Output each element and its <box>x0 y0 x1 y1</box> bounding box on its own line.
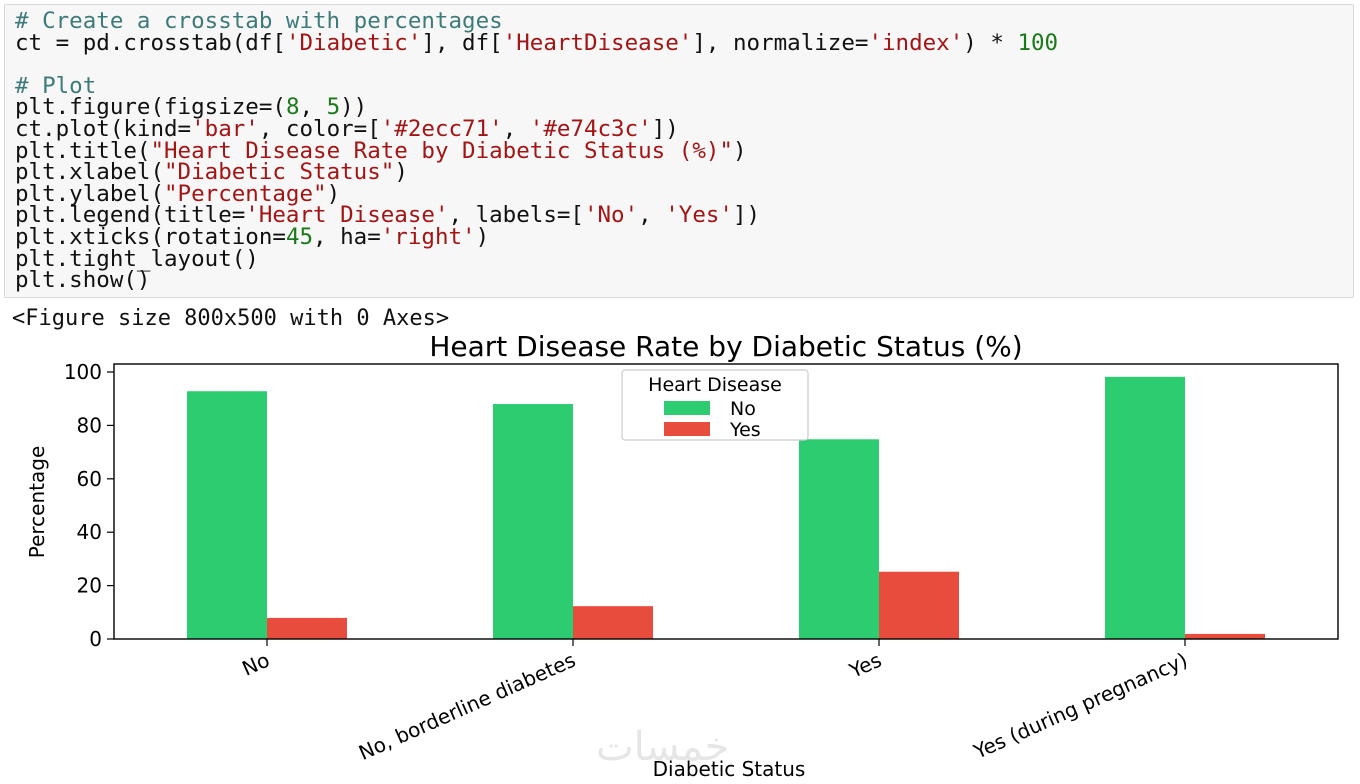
bar-no-3 <box>1105 376 1185 639</box>
code-line: plt.legend(title='Heart Disease', labels… <box>15 202 1353 229</box>
y-tick-label: 80 <box>77 413 102 437</box>
code-token: ct = pd.crosstab(df[ <box>15 29 286 56</box>
code-token: '#e74c3c' <box>529 115 652 142</box>
code-line: plt.title("Heart Disease Rate by Diabeti… <box>15 137 1353 164</box>
y-tick-label: 20 <box>77 574 102 598</box>
code-line: plt.ylabel("Percentage") <box>15 180 1353 207</box>
code-line: plt.xticks(rotation=45, ha='right') <box>15 223 1353 250</box>
code-token: 100 <box>1017 29 1059 56</box>
code-token: 'Diabetic' <box>285 29 422 56</box>
cell-output-text: <Figure size 800x500 with 0 Axes> <box>12 306 450 331</box>
x-tick-label: No, borderline diabetes <box>355 648 579 765</box>
code-token: "Diabetic Status" <box>164 159 395 186</box>
code-line <box>15 54 1353 76</box>
code-token: plt.tight_layout() <box>15 245 259 272</box>
code-line: plt.show() <box>15 267 1353 294</box>
legend-label-no: No <box>730 398 756 420</box>
x-axis-label: Diabetic Status <box>653 757 806 781</box>
code-token: ) <box>326 180 341 207</box>
bar-no-0 <box>187 391 267 639</box>
code-token: plt.xlabel( <box>15 159 165 186</box>
bar-yes-0 <box>267 617 347 639</box>
code-token: plt.show() <box>15 267 151 294</box>
code-token: # Plot <box>15 72 97 99</box>
legend-title: Heart Disease <box>648 374 782 396</box>
bar-yes-3 <box>1185 633 1265 639</box>
code-token: ) <box>475 223 490 250</box>
code-line: # Plot <box>15 72 1353 99</box>
code-token: ], normalize= <box>692 29 869 56</box>
bar-no-2 <box>799 439 879 639</box>
legend-swatch-yes <box>664 422 710 436</box>
code-line: plt.xlabel("Diabetic Status") <box>15 159 1353 186</box>
code-token: , color=[ <box>258 115 381 142</box>
legend-label-yes: Yes <box>729 419 761 441</box>
code-token: 'No' <box>583 202 639 229</box>
code-editor[interactable]: # Create a crosstab with percentages ct =… <box>5 5 1353 292</box>
code-token: 'HeartDisease' <box>502 29 693 56</box>
chart-title: Heart Disease Rate by Diabetic Status (%… <box>429 330 1022 363</box>
code-token: plt.ylabel( <box>15 180 165 207</box>
code-token: ], df[ <box>421 29 503 56</box>
code-token: plt.figure(figsize=( <box>15 94 286 121</box>
code-token: ) * <box>963 29 1018 56</box>
code-token: 5 <box>326 94 341 121</box>
plot-frame <box>113 363 1339 640</box>
code-token: "Percentage" <box>164 180 327 207</box>
code-token: ]) <box>651 115 679 142</box>
code-token: , <box>299 94 327 121</box>
code-token: , <box>502 115 530 142</box>
code-line: # Create a crosstab with percentages <box>15 8 1353 34</box>
code-token: )) <box>340 94 368 121</box>
code-token: ct.plot(kind= <box>15 115 192 142</box>
code-token: 'Heart Disease' <box>245 202 449 229</box>
y-tick-label: 60 <box>77 467 102 491</box>
code-line: plt.tight_layout() <box>15 245 1353 272</box>
code-line: ct = pd.crosstab(df['Diabetic'], df['Hea… <box>15 29 1353 56</box>
code-token: , <box>638 202 666 229</box>
code-token: # Create a crosstab with percentages <box>15 8 503 34</box>
y-tick-label: 100 <box>64 360 102 384</box>
code-token: , ha= <box>313 223 381 250</box>
y-axis-label: Percentage <box>25 446 49 559</box>
code-token: ) <box>732 137 747 164</box>
bar-yes-2 <box>879 571 959 639</box>
y-tick-label: 0 <box>89 627 102 651</box>
code-token: ]) <box>732 202 761 229</box>
code-token: 'Yes' <box>665 202 733 229</box>
watermark-logo: خمسات <box>596 724 730 770</box>
code-line: ct.plot(kind='bar', color=['#2ecc71', '#… <box>15 115 1353 142</box>
bar-chart: 0 20 40 60 80 100 No No, borderline diabetes Yes… <box>25 330 1339 781</box>
code-line: plt.figure(figsize=(8, 5)) <box>15 94 1353 121</box>
bar-no-1 <box>493 404 573 639</box>
code-token: '#2ecc71' <box>380 115 503 142</box>
code-token: "Heart Disease Rate by Diabetic Status (… <box>150 137 733 164</box>
x-tick-label: Yes (during pregnancy) <box>969 648 1191 764</box>
code-token: 8 <box>285 94 300 121</box>
x-tick-label: No <box>238 648 273 681</box>
code-token: 'right' <box>380 223 476 250</box>
code-token: ) <box>394 159 408 186</box>
x-tick-label: Yes <box>845 648 885 683</box>
code-token: plt.title( <box>15 137 151 164</box>
code-token: plt.xticks(rotation= <box>15 223 286 250</box>
legend-swatch-no <box>664 401 710 415</box>
code-token: 'index' <box>868 29 964 56</box>
bar-yes-1 <box>573 606 653 639</box>
code-token: plt.legend(title= <box>15 202 246 229</box>
code-token: 'bar' <box>191 115 259 142</box>
y-tick-label: 40 <box>77 520 102 544</box>
code-cell[interactable]: # Create a crosstab with percentages ct =… <box>4 4 1354 298</box>
code-token: , labels=[ <box>448 202 584 229</box>
code-token: 45 <box>285 223 314 250</box>
